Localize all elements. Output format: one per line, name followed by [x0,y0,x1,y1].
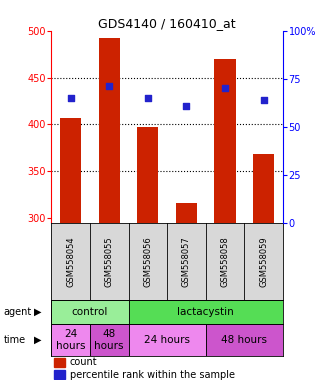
Text: GSM558058: GSM558058 [220,236,230,287]
Bar [253,154,274,223]
Point [68,95,73,101]
Bar [99,38,120,223]
Bar [54,371,65,379]
Bar [54,358,65,367]
Text: percentile rank within the sample: percentile rank within the sample [70,370,235,380]
Bar [51,324,90,356]
Text: control: control [72,307,108,317]
Bar [90,324,128,356]
Text: ▶: ▶ [34,335,42,345]
Bar [51,300,128,324]
Title: GDS4140 / 160410_at: GDS4140 / 160410_at [98,17,236,30]
Text: GSM558055: GSM558055 [105,236,114,287]
Bar [206,324,283,356]
Point [261,97,266,103]
Text: GSM558057: GSM558057 [182,236,191,287]
Text: count: count [70,358,97,367]
Bar [128,300,283,324]
Text: 24 hours: 24 hours [144,335,190,345]
Text: agent: agent [3,307,31,317]
Point [222,85,228,91]
Bar [214,59,236,223]
Bar [176,203,197,223]
Text: lactacystin: lactacystin [177,307,234,317]
Text: 48
hours: 48 hours [94,329,124,351]
Text: time: time [3,335,25,345]
Text: 48 hours: 48 hours [221,335,267,345]
Point [107,83,112,89]
Text: 24
hours: 24 hours [56,329,85,351]
Text: GSM558056: GSM558056 [143,236,152,287]
Point [184,103,189,109]
Bar [60,118,81,223]
Point [145,95,151,101]
Text: GSM558054: GSM558054 [66,236,75,287]
Text: ▶: ▶ [34,307,42,317]
Text: GSM558059: GSM558059 [259,236,268,287]
Bar [137,127,159,223]
Bar [128,324,206,356]
